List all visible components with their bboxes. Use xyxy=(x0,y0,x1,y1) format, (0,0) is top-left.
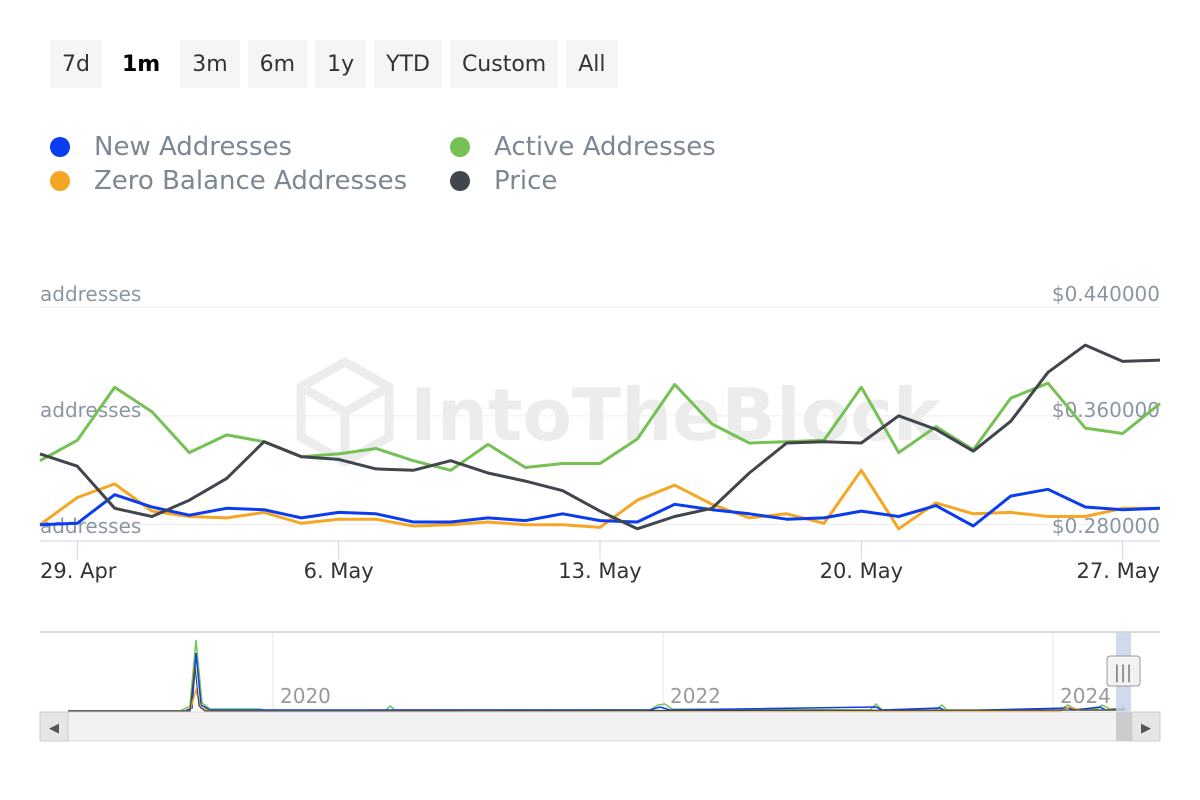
x-tick-label-27-may: 27. May xyxy=(1077,559,1161,583)
legend-item-price[interactable]: Price xyxy=(450,166,850,196)
watermark-logo-icon xyxy=(296,356,394,468)
scrollbar-left-button[interactable] xyxy=(39,711,69,742)
scrollbar-right-button[interactable] xyxy=(1131,711,1161,742)
legend-label-zero-balance-addresses: Zero Balance Addresses xyxy=(94,166,408,196)
legend-dot-zero-balance-addresses xyxy=(50,171,70,191)
legend-dot-active-addresses xyxy=(450,137,470,157)
navigator-handle[interactable]: ||| xyxy=(1106,655,1141,687)
x-tick-label-6-may: 6. May xyxy=(304,559,374,583)
navigator-year-label-2020: 2020 xyxy=(280,684,331,708)
x-tick-label-20-may: 20. May xyxy=(820,559,904,583)
range-3m-button[interactable]: 3m xyxy=(180,40,240,88)
x-tick-label-13-may: 13. May xyxy=(558,559,642,583)
range-selector: 7d 1m 3m 6m 1y YTD Custom All xyxy=(50,40,618,88)
left-axis-label-top: addresses xyxy=(40,282,141,306)
grid-lines xyxy=(40,306,1160,526)
range-1y-button[interactable]: 1y xyxy=(315,40,367,88)
x-axis-ticks xyxy=(76,541,1124,559)
left-axis-label-middle: addresses xyxy=(40,398,141,422)
navigator-series-zero xyxy=(68,687,1125,712)
series-line-zero-balance-addresses xyxy=(39,468,1160,531)
range-ytd-button[interactable]: YTD xyxy=(374,40,442,88)
navigator-year-label-2022: 2022 xyxy=(670,684,721,708)
navigator: 2020 2022 2024 ||| xyxy=(40,631,1160,712)
legend-label-active-addresses: Active Addresses xyxy=(494,132,716,162)
legend-label-new-addresses: New Addresses xyxy=(94,132,293,162)
chart-legend: New Addresses Active Addresses Zero Bala… xyxy=(50,132,850,196)
range-1m-button[interactable]: 1m xyxy=(109,40,173,88)
scrollbar-track[interactable] xyxy=(39,711,1161,742)
legend-label-price: Price xyxy=(494,166,558,196)
series-line-new-addresses xyxy=(39,487,1161,528)
scroll-right-arrow-icon: ▶ xyxy=(1141,721,1151,736)
navigator-year-label-2024: 2024 xyxy=(1060,684,1111,708)
scrollbar[interactable]: ◀ ▶ xyxy=(39,711,1161,742)
legend-item-zero-balance-addresses[interactable]: Zero Balance Addresses xyxy=(50,166,450,196)
navigator-handle-grip-icon: ||| xyxy=(1114,662,1132,683)
series-line-price xyxy=(39,343,1161,531)
x-tick-label-29-apr: 29. Apr xyxy=(40,559,117,583)
legend-item-active-addresses[interactable]: Active Addresses xyxy=(450,132,850,162)
legend-dot-price xyxy=(450,171,470,191)
navigator-series-active xyxy=(68,639,1126,712)
legend-dot-new-addresses xyxy=(50,137,70,157)
scroll-left-arrow-icon: ◀ xyxy=(49,721,59,736)
legend-item-new-addresses[interactable]: New Addresses xyxy=(50,132,450,162)
left-axis-label-bottom: addresses xyxy=(40,514,141,538)
scrollbar-thumb[interactable] xyxy=(1116,712,1132,741)
range-6m-button[interactable]: 6m xyxy=(247,40,308,88)
navigator-series-price xyxy=(68,665,1126,712)
range-custom-button[interactable]: Custom xyxy=(449,40,559,88)
watermark: IntoTheBlock xyxy=(296,356,943,468)
range-7d-button[interactable]: 7d xyxy=(50,40,102,88)
range-all-button[interactable]: All xyxy=(566,40,618,88)
navigator-series-new xyxy=(68,652,1126,712)
right-axis-label-top: $0.440000 xyxy=(1052,282,1160,306)
